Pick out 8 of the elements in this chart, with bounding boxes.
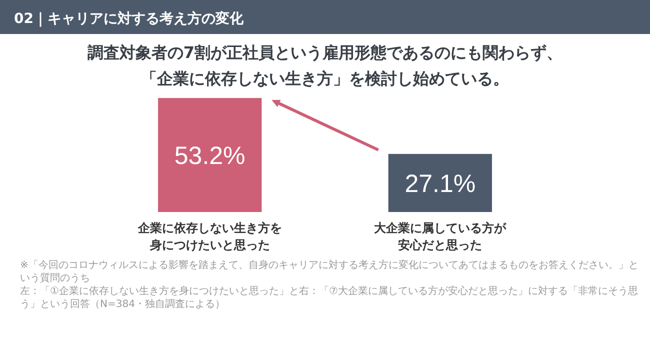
x-tick-label: 大企業に属している方が安心だと思った: [374, 221, 508, 252]
chart-subtitle: 調査対象者の7割が正社員という雇用形態であるのにも関わらず、「企業に依存しない生き方」を検討し始めている。: [87, 43, 563, 88]
text: ※「今回のコロナウィルスによる影響を踏まえて、自身のキャリアに対する考え方に変化についてあてはまるものをお答えください。」という質問のうち: [20, 259, 638, 284]
data-label: 53.2%: [174, 142, 246, 170]
x-tick-label: 企業に依存しない生き方を身につけたいと思った: [136, 221, 282, 252]
text: 左：「①企業に依存しない生き方を身につけたいと思った」と右：「⑦大企業に属している方が安心だと思った」に対する「非常にそう思う」という回答（N=384・独自調査による）: [20, 285, 638, 310]
chart-title: 02｜キャリアに対する考え方の変化: [14, 10, 244, 27]
data-label: 27.1%: [404, 170, 476, 198]
